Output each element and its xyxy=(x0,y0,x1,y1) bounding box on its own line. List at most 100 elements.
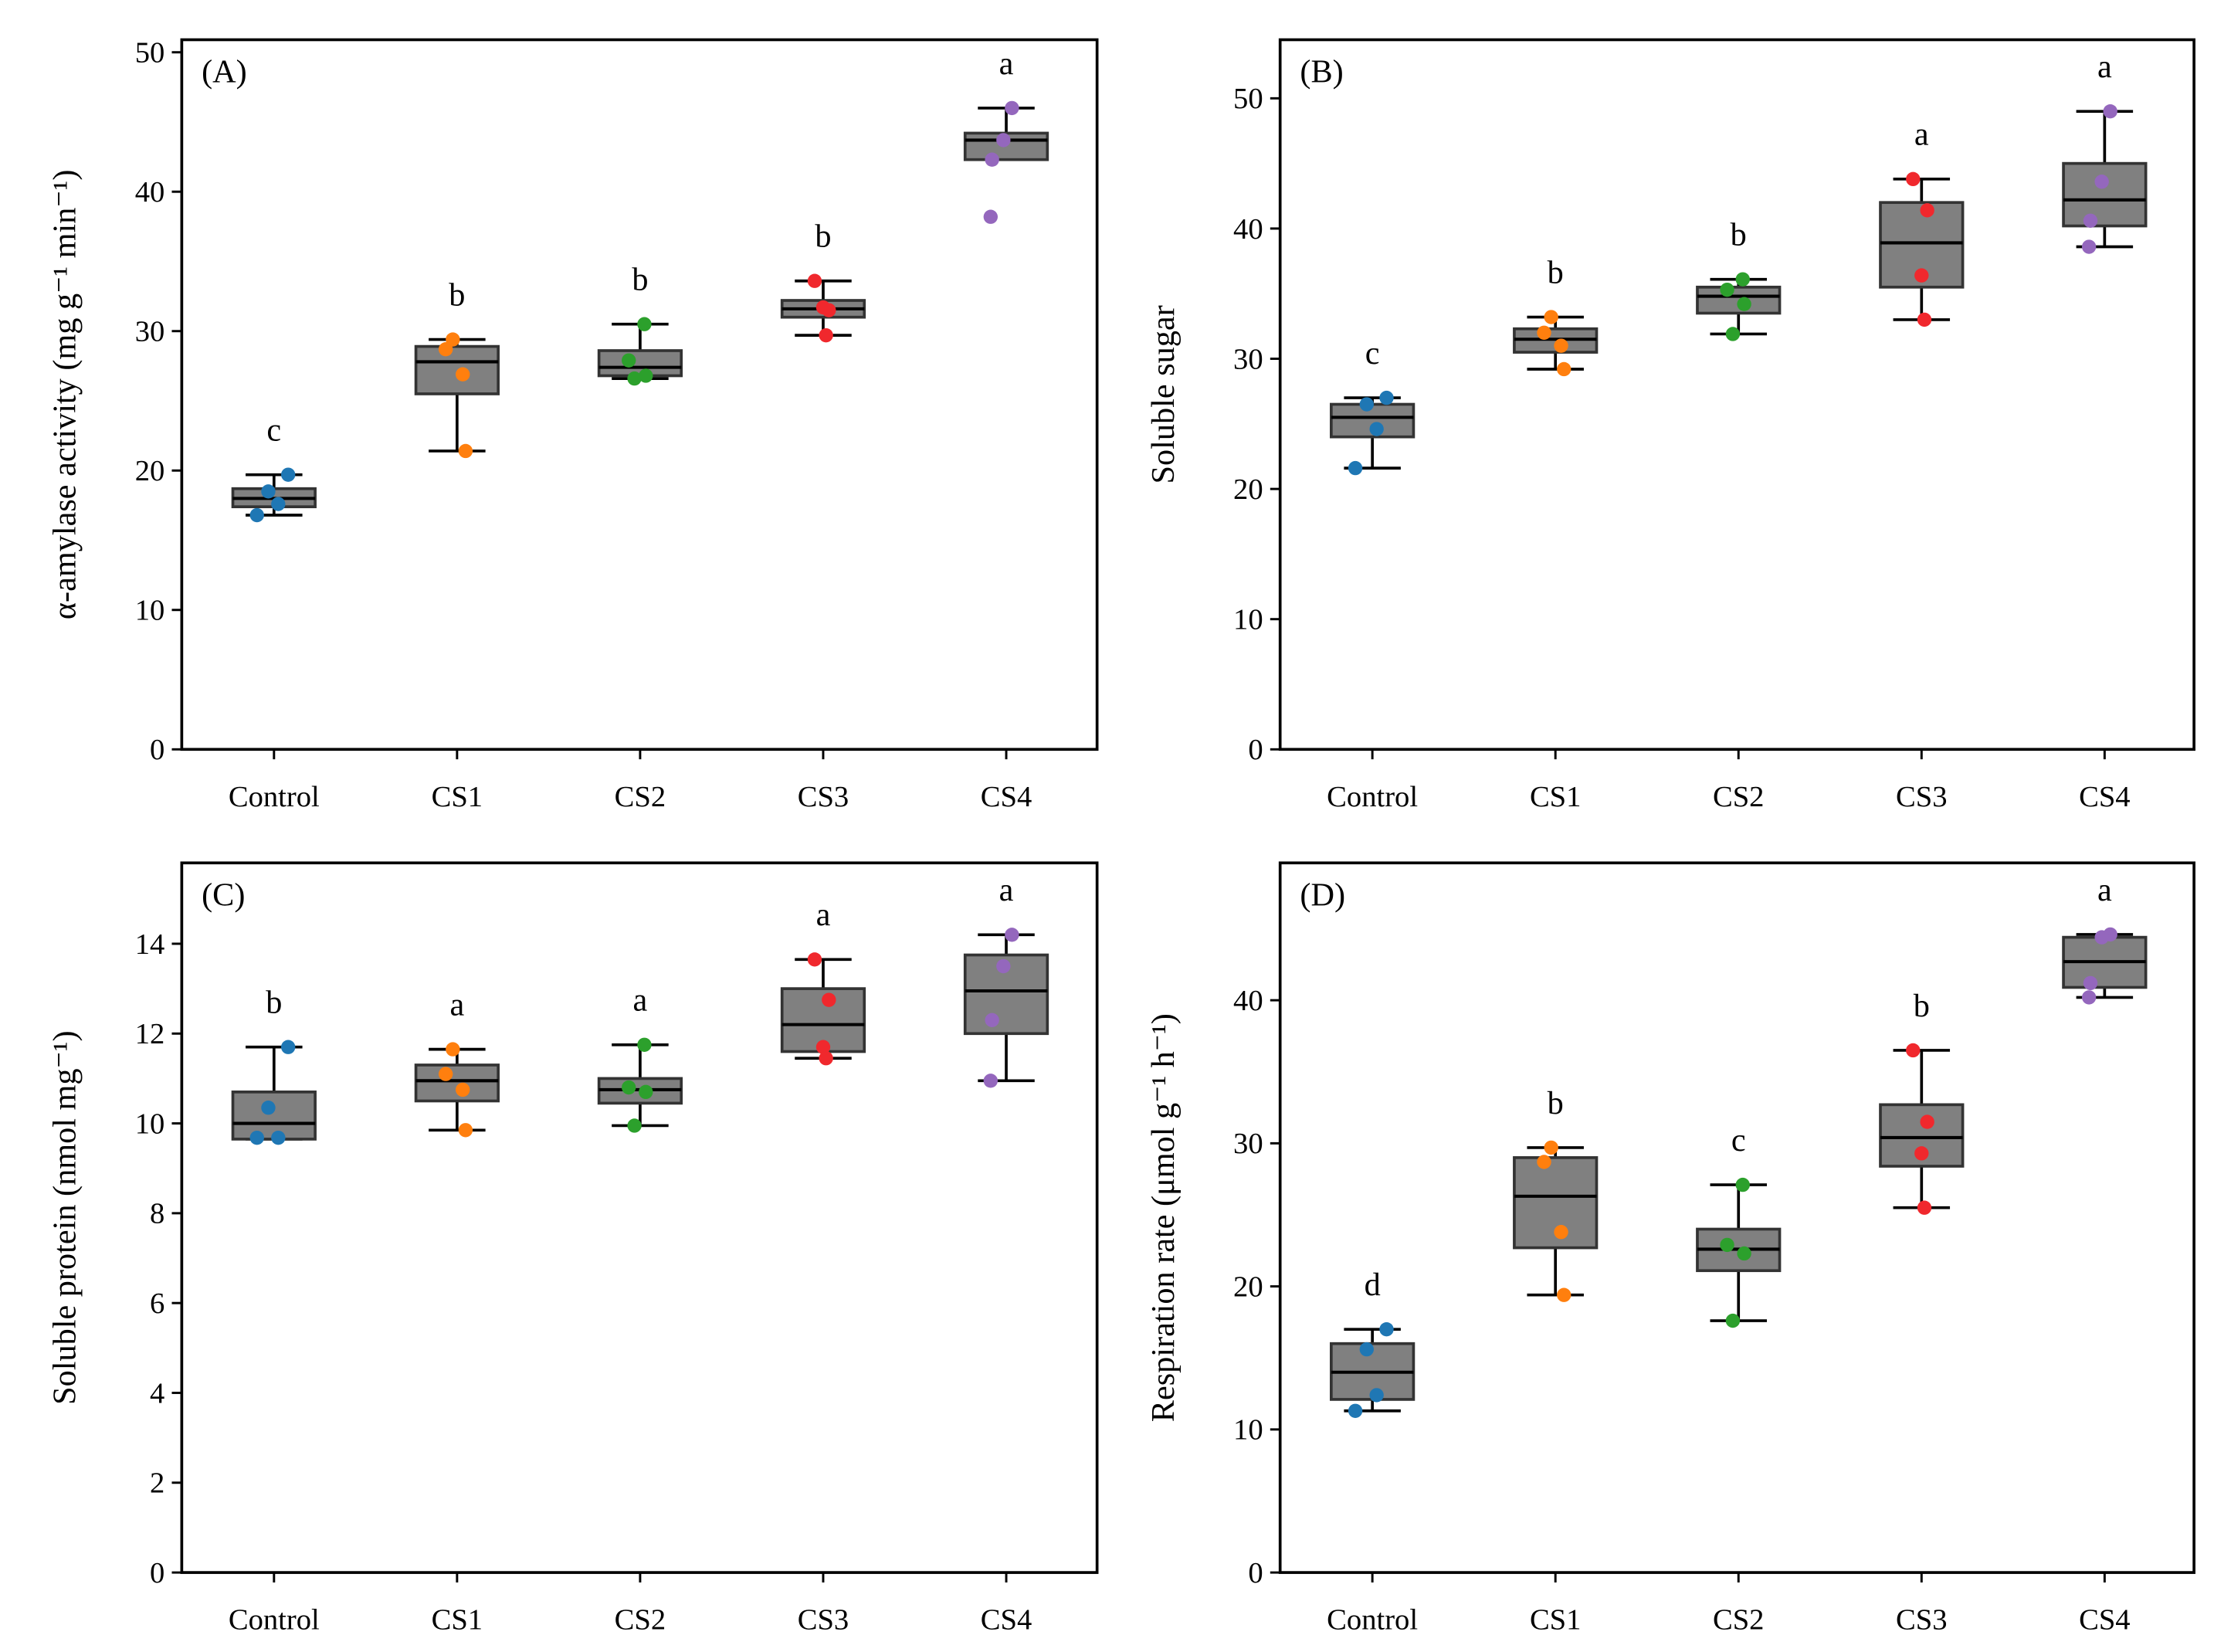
data-point xyxy=(1379,1321,1394,1337)
x-tick-label: CS2 xyxy=(1713,781,1764,813)
data-point xyxy=(1554,338,1568,353)
box-cs3: b xyxy=(1879,988,1965,1215)
y-tick-label: 20 xyxy=(135,455,165,487)
panel-b: 0 10 20 30 40 50 Control CS1 CS2 CS3 CS4 Soluble su… xyxy=(1145,38,2195,813)
data-point xyxy=(996,133,1011,148)
data-point xyxy=(819,1051,833,1066)
data-point xyxy=(2083,975,2098,991)
data-point xyxy=(985,1013,999,1028)
data-point xyxy=(1735,272,1750,287)
y-tick-label: 0 xyxy=(1248,1557,1263,1589)
data-point xyxy=(2094,930,2109,945)
y-axis-label: Respiration rate (μmol g⁻¹ h⁻¹) xyxy=(1145,1013,1182,1422)
box-cs3: b xyxy=(780,219,866,343)
data-point xyxy=(2081,239,2097,254)
y-tick-label: 40 xyxy=(1233,985,1263,1017)
box-cs4: a xyxy=(2062,872,2148,1005)
data-point xyxy=(627,371,642,386)
box-control: c xyxy=(1330,335,1416,476)
data-point xyxy=(807,273,822,288)
plot-frame xyxy=(180,38,1099,751)
x-tick-label: CS3 xyxy=(798,1604,849,1637)
y-tick-label: 8 xyxy=(150,1198,164,1230)
y-tick-label: 50 xyxy=(135,37,165,70)
y-axis-label: Soluble sugar xyxy=(1145,305,1182,483)
data-point xyxy=(458,1123,473,1138)
box-control: c xyxy=(231,412,317,523)
data-point xyxy=(637,1037,652,1052)
data-point xyxy=(1914,268,1929,283)
data-point xyxy=(1369,422,1384,436)
data-point xyxy=(622,353,636,368)
y-tick-label: 30 xyxy=(1233,343,1263,375)
data-point xyxy=(1720,282,1734,297)
panel-label: (C) xyxy=(202,877,245,913)
data-point xyxy=(261,484,276,499)
panel-label: (A) xyxy=(202,54,247,90)
data-point xyxy=(1557,361,1571,377)
data-point xyxy=(983,209,999,224)
y-tick-label: 40 xyxy=(135,176,165,209)
data-point xyxy=(2081,990,2097,1005)
data-point xyxy=(2094,175,2109,189)
box-cs1: b xyxy=(1513,1085,1599,1302)
data-point xyxy=(1554,1225,1568,1240)
data-point xyxy=(1737,1246,1751,1261)
significance-letter: a xyxy=(816,897,831,933)
data-point xyxy=(271,497,286,511)
significance-letter: b xyxy=(266,985,282,1021)
iqr-box xyxy=(414,1063,500,1103)
box-cs2: c xyxy=(1696,1122,1782,1328)
significance-letter: b xyxy=(1914,988,1930,1024)
data-point xyxy=(2103,103,2117,119)
data-point xyxy=(1005,928,1019,942)
data-point xyxy=(1379,390,1394,405)
x-tick-label: CS1 xyxy=(1530,1604,1581,1637)
data-point xyxy=(1737,297,1751,311)
x-tick-label: CS2 xyxy=(615,781,666,813)
box-cs2: a xyxy=(597,982,683,1133)
data-point xyxy=(458,443,473,459)
y-axis-label: α-amylase activity (mg g⁻¹ min⁻¹) xyxy=(47,170,83,620)
box-control: d xyxy=(1330,1267,1416,1418)
box-cs1: b xyxy=(1513,254,1599,377)
box-cs1: a xyxy=(414,987,500,1138)
panel-label: (B) xyxy=(1300,54,1343,90)
x-tick-label: CS1 xyxy=(432,1604,483,1637)
y-tick-label: 12 xyxy=(135,1018,165,1050)
y-tick-label: 50 xyxy=(1233,83,1263,115)
x-tick-label: CS3 xyxy=(1896,1604,1947,1637)
x-tick-label: Control xyxy=(229,781,320,813)
data-point xyxy=(2083,213,2098,228)
box-cs2: b xyxy=(597,262,683,386)
data-point xyxy=(1906,1043,1921,1058)
data-point xyxy=(815,300,831,315)
significance-letter: b xyxy=(1548,254,1564,290)
x-tick-label: CS4 xyxy=(2079,1604,2130,1637)
significance-letter: d xyxy=(1365,1267,1381,1303)
data-point xyxy=(639,368,653,383)
data-point xyxy=(1720,1237,1734,1253)
data-point xyxy=(261,1101,276,1115)
significance-letter: a xyxy=(2097,872,2112,908)
data-point xyxy=(1917,312,1932,327)
x-tick-label: Control xyxy=(1327,781,1418,813)
data-point xyxy=(822,992,836,1007)
box-cs4: a xyxy=(963,872,1049,1088)
data-point xyxy=(1348,1403,1363,1418)
y-tick-label: 40 xyxy=(1233,213,1263,246)
box-cs1: b xyxy=(414,276,500,459)
significance-letter: b xyxy=(632,262,648,298)
data-point xyxy=(1348,460,1363,476)
data-point xyxy=(1914,1146,1929,1161)
y-tick-label: 20 xyxy=(1233,473,1263,506)
y-tick-label: 20 xyxy=(1233,1270,1263,1303)
y-tick-label: 10 xyxy=(1233,1414,1263,1447)
data-point xyxy=(1917,1200,1932,1215)
data-point xyxy=(819,327,833,343)
data-point xyxy=(996,958,1011,974)
data-point xyxy=(281,467,296,482)
data-point xyxy=(1544,310,1558,324)
y-tick-label: 30 xyxy=(135,316,165,348)
x-tick-label: CS1 xyxy=(1530,781,1581,813)
